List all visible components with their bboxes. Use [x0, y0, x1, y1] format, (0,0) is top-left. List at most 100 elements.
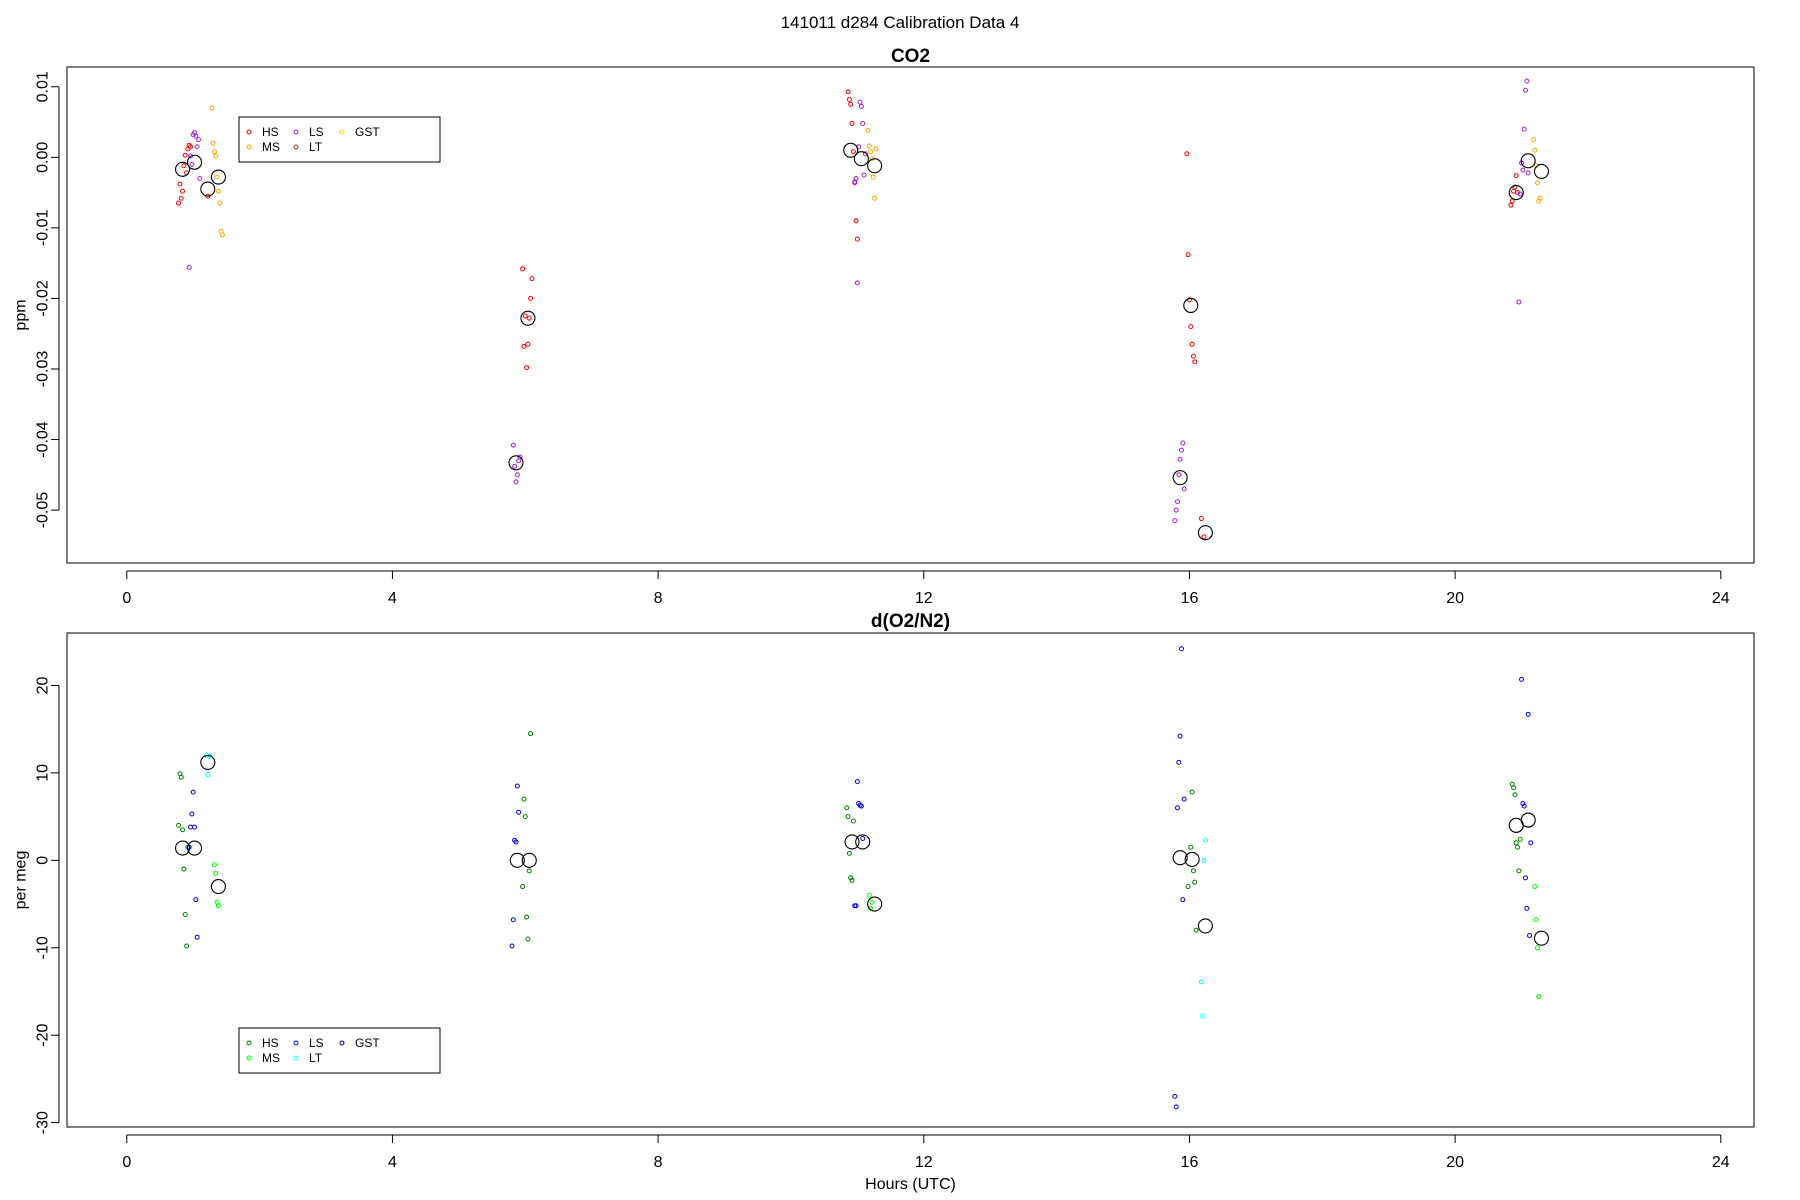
mean-point	[867, 896, 883, 912]
x-tick-label: 24	[1712, 1154, 1730, 1171]
data-point	[516, 809, 522, 815]
data-point	[176, 200, 182, 206]
co2-panel: CO2 0 4 8 12 16 20 24 -0.05 -0.04 -0.03 -0.02 -0.01 0…	[13, 46, 1755, 607]
data-point	[852, 180, 858, 186]
data-point	[188, 144, 194, 150]
x-tick-label: 0	[122, 1154, 131, 1171]
panel-title: d(O2/N2)	[871, 611, 950, 632]
data-point	[858, 104, 864, 110]
data-point	[865, 127, 871, 133]
data-point	[1188, 844, 1194, 850]
data-point	[192, 824, 198, 830]
series-hs	[176, 731, 1523, 949]
mean-point	[843, 142, 859, 158]
x-tick-label: 12	[915, 1154, 933, 1171]
data-point	[528, 295, 534, 301]
data-point	[197, 175, 203, 181]
x-tick-label: 8	[654, 590, 663, 607]
mean-point	[175, 840, 191, 856]
data-point	[866, 892, 872, 898]
y-tick-label: -0.03	[35, 351, 52, 388]
data-point	[853, 175, 859, 181]
mean-point	[509, 852, 525, 868]
data-point	[1521, 803, 1527, 809]
data-point	[1512, 792, 1518, 798]
data-point	[213, 153, 219, 159]
data-point	[178, 774, 184, 780]
data-point	[1180, 440, 1186, 446]
legend-marker	[293, 144, 299, 150]
mean-point	[867, 158, 883, 174]
data-point	[1176, 472, 1182, 478]
series-ls	[186, 646, 1534, 1110]
data-point	[526, 315, 532, 321]
series-ms	[211, 862, 1542, 1000]
data-point	[1534, 945, 1540, 951]
data-point	[853, 218, 859, 224]
data-point	[211, 149, 217, 155]
data-point	[849, 877, 855, 883]
y-tick-label: 0.00	[35, 142, 52, 173]
data-point	[214, 174, 220, 180]
data-point	[873, 146, 879, 152]
mean-series	[175, 142, 1550, 541]
y-tick-label: -0.05	[35, 492, 52, 529]
legend-label: MS	[262, 1051, 280, 1065]
legend-label: LS	[309, 125, 324, 139]
data-point	[845, 89, 851, 95]
x-tick-label: 4	[388, 1154, 397, 1171]
data-point	[189, 811, 195, 817]
data-point	[1524, 905, 1530, 911]
data-point	[872, 195, 878, 201]
data-point	[1181, 486, 1187, 492]
data-point	[514, 783, 520, 789]
data-point	[524, 914, 530, 920]
y-tick-label: 20	[35, 676, 52, 694]
data-point	[1178, 646, 1184, 652]
data-point	[522, 814, 528, 820]
x-tick-label: 16	[1181, 590, 1199, 607]
legend-marker	[246, 129, 252, 135]
data-point	[521, 796, 527, 802]
data-point	[860, 120, 866, 126]
mean-point	[508, 455, 524, 471]
data-point	[1513, 840, 1519, 846]
data-point	[1172, 1093, 1178, 1099]
data-point	[845, 814, 851, 820]
data-point	[1177, 456, 1183, 462]
data-point	[1525, 170, 1531, 176]
data-point	[848, 875, 854, 881]
data-point	[1520, 800, 1526, 806]
data-point	[1174, 805, 1180, 811]
data-point	[857, 99, 863, 105]
mean-series	[175, 754, 1550, 946]
data-point	[850, 818, 856, 824]
data-point	[1508, 202, 1514, 208]
data-point	[1537, 195, 1543, 201]
data-point	[1527, 933, 1533, 939]
mean-point	[1520, 153, 1536, 169]
legend-label: HS	[262, 1036, 279, 1050]
mean-point	[521, 852, 537, 868]
data-point	[1174, 499, 1180, 505]
mean-point	[1172, 470, 1188, 486]
data-point	[1511, 188, 1517, 194]
data-point	[181, 163, 187, 169]
mean-point	[186, 154, 203, 170]
mean-point	[1533, 163, 1550, 179]
legend-label: MS	[262, 140, 280, 154]
data-point	[868, 149, 874, 155]
mean-point	[175, 161, 191, 177]
data-point	[205, 772, 211, 778]
data-point	[193, 133, 199, 139]
data-point	[1517, 191, 1523, 197]
legend-label: LT	[309, 1051, 323, 1065]
data-point	[1185, 884, 1191, 890]
data-point	[1173, 507, 1179, 513]
plot-frame	[66, 632, 1755, 1128]
data-point	[178, 195, 184, 201]
data-point	[1515, 844, 1521, 850]
